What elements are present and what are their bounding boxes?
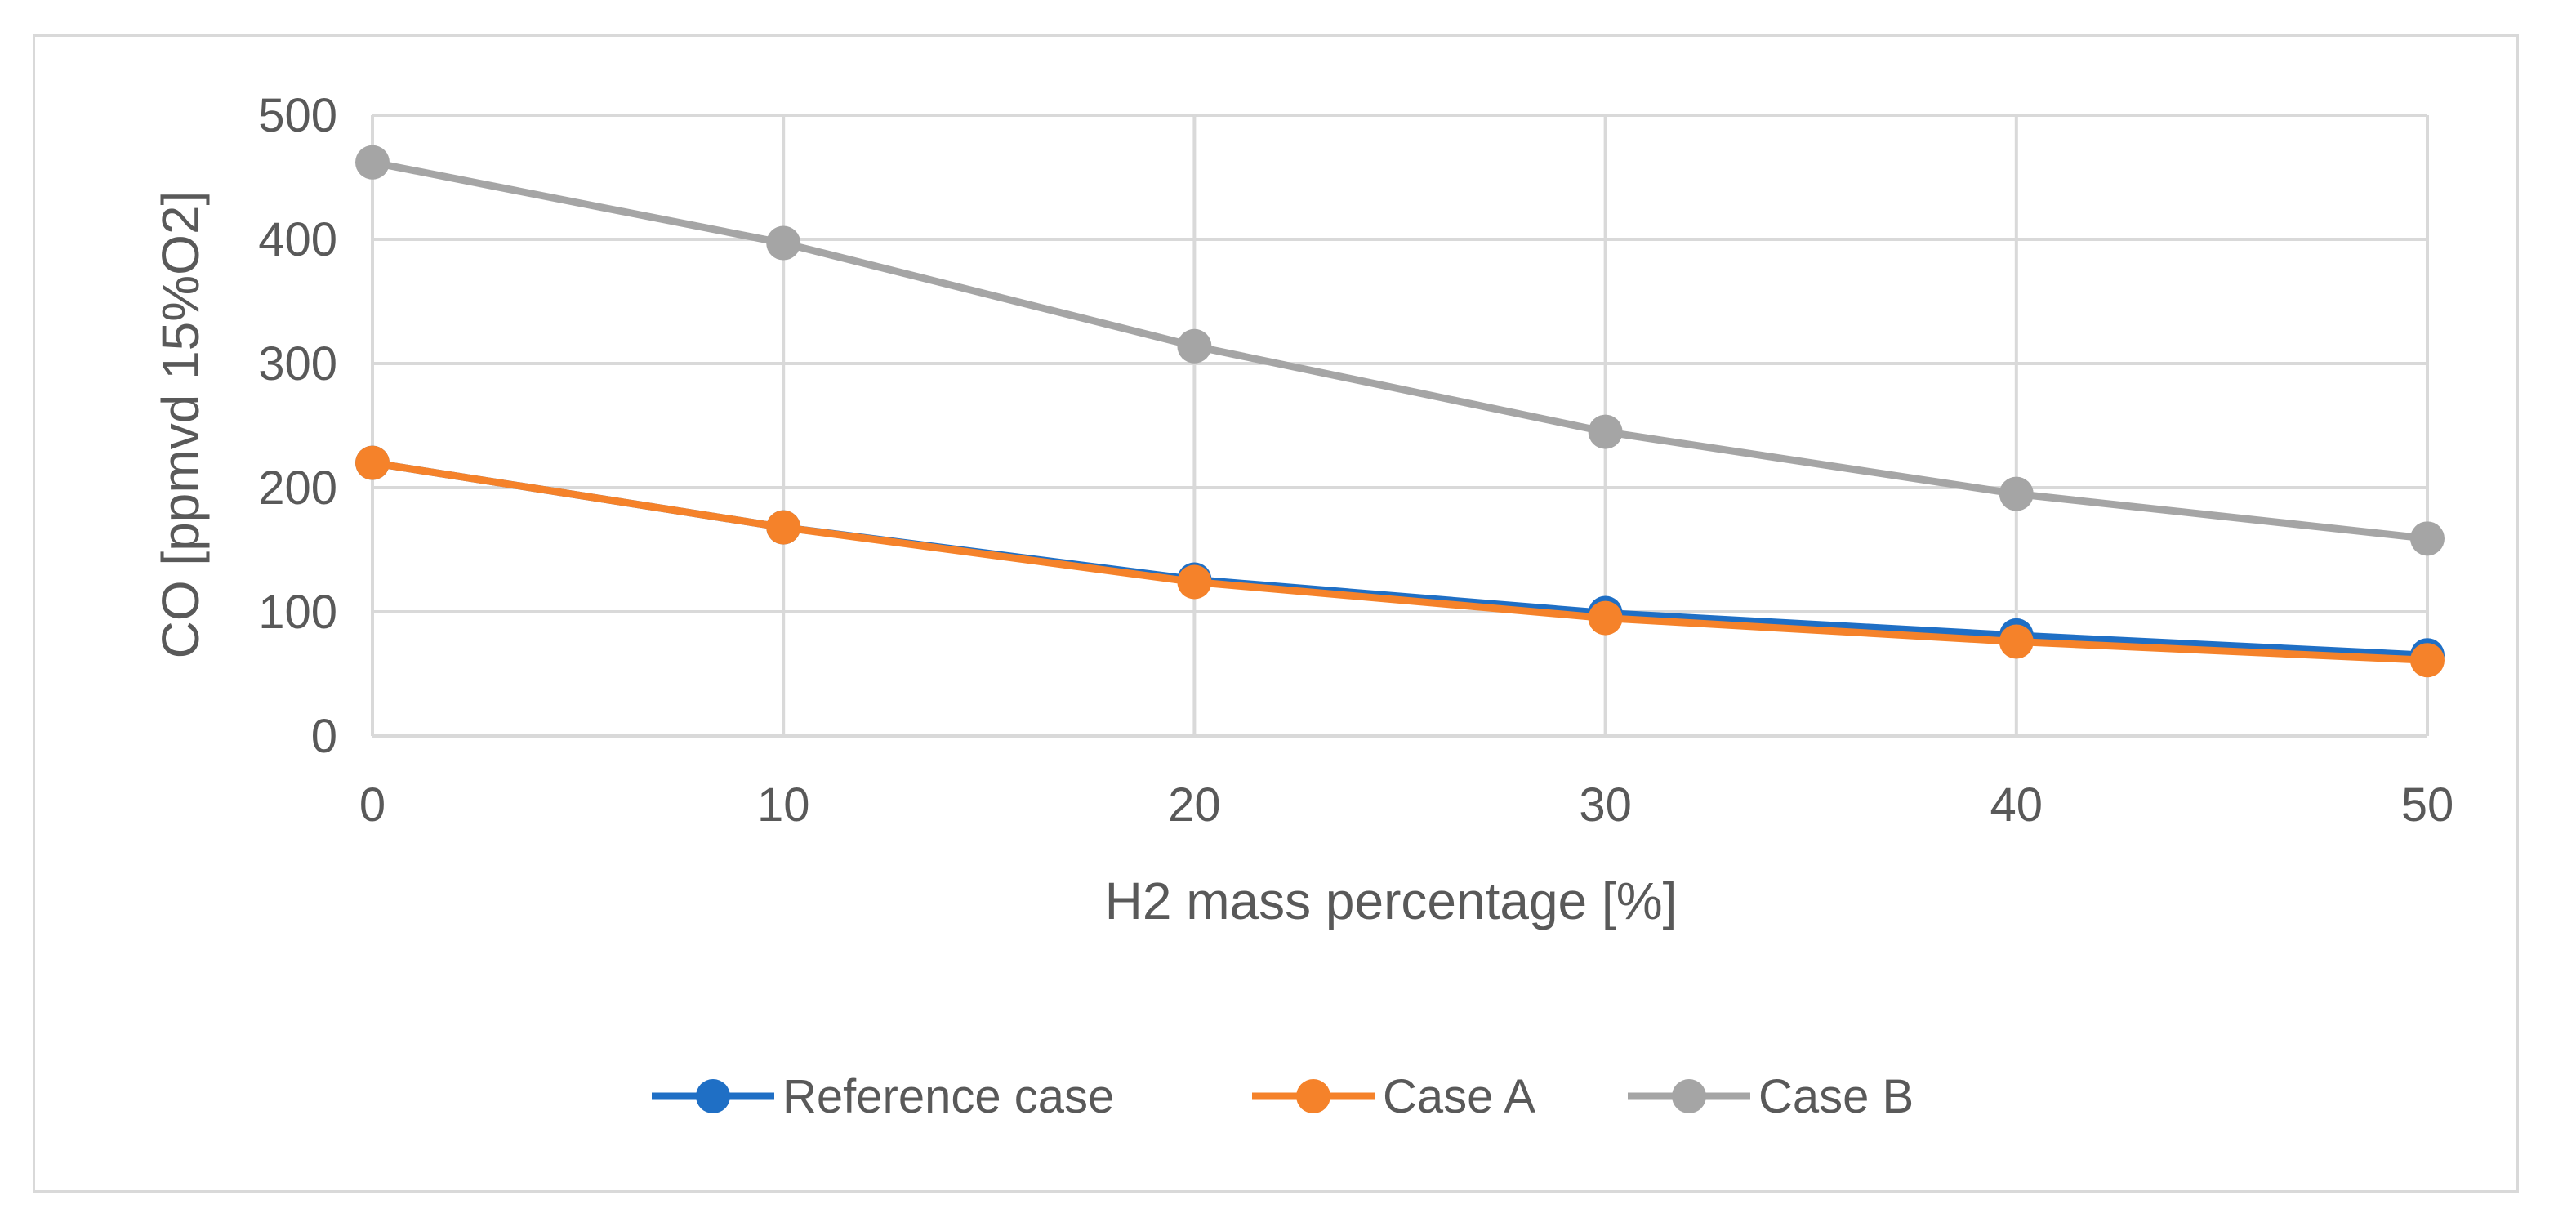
x-tick-label: 30 xyxy=(1579,778,1632,832)
legend-item: Reference case xyxy=(652,1070,1114,1123)
series-reference-case xyxy=(355,445,2445,673)
data-point xyxy=(355,445,390,480)
series-line xyxy=(372,459,2428,664)
legend-item: Case B xyxy=(1628,1070,1914,1123)
grid xyxy=(371,114,2429,738)
y-tick-label: 0 xyxy=(311,710,337,763)
data-point xyxy=(1177,328,1212,364)
data-point xyxy=(2410,643,2445,678)
y-axis-ticks: 0 100 200 300 400 500 xyxy=(258,89,337,763)
legend-swatch-marker xyxy=(1296,1079,1330,1113)
x-tick-label: 40 xyxy=(1990,778,2043,832)
data-point xyxy=(1588,414,1623,449)
legend-label: Case A xyxy=(1383,1070,1535,1123)
series-lines xyxy=(355,145,2445,678)
legend-label: Case B xyxy=(1758,1070,1914,1123)
x-axis-title: H2 mass percentage [%] xyxy=(1105,872,1678,930)
legend-swatch-marker xyxy=(1672,1079,1706,1113)
series-line xyxy=(372,158,2428,542)
y-tick-label: 300 xyxy=(258,337,337,390)
legend-item: Case A xyxy=(1252,1070,1535,1123)
data-point xyxy=(766,510,801,545)
y-axis-title: CO [ppmvd 15%O2] xyxy=(151,191,210,659)
series-line xyxy=(372,459,2428,659)
line-chart: 0 100 200 300 400 500 0 10 20 30 40 50 CO [ppmvd 1… xyxy=(151,89,2453,1123)
x-tick-label: 0 xyxy=(359,778,386,832)
legend: Reference case Case A Case B xyxy=(652,1070,1914,1123)
x-tick-label: 20 xyxy=(1168,778,1221,832)
y-tick-label: 200 xyxy=(258,462,337,515)
data-point xyxy=(1588,600,1623,636)
data-point xyxy=(2410,521,2445,556)
legend-swatch-marker xyxy=(696,1079,730,1113)
legend-label: Reference case xyxy=(782,1070,1114,1123)
data-point xyxy=(766,225,801,261)
data-point xyxy=(355,145,390,180)
x-axis-ticks: 0 10 20 30 40 50 xyxy=(359,778,2453,832)
data-point xyxy=(1999,624,2034,659)
data-point xyxy=(1177,564,1212,600)
x-tick-label: 50 xyxy=(2401,778,2454,832)
data-point xyxy=(1999,476,2034,511)
y-tick-label: 100 xyxy=(258,586,337,639)
y-tick-label: 500 xyxy=(258,89,337,142)
chart-frame: 0 100 200 300 400 500 0 10 20 30 40 50 CO [ppmvd 1… xyxy=(33,34,2519,1193)
x-tick-label: 10 xyxy=(757,778,810,832)
y-tick-label: 400 xyxy=(258,213,337,266)
series-case-a xyxy=(355,445,2445,678)
series-case-b xyxy=(355,145,2445,556)
